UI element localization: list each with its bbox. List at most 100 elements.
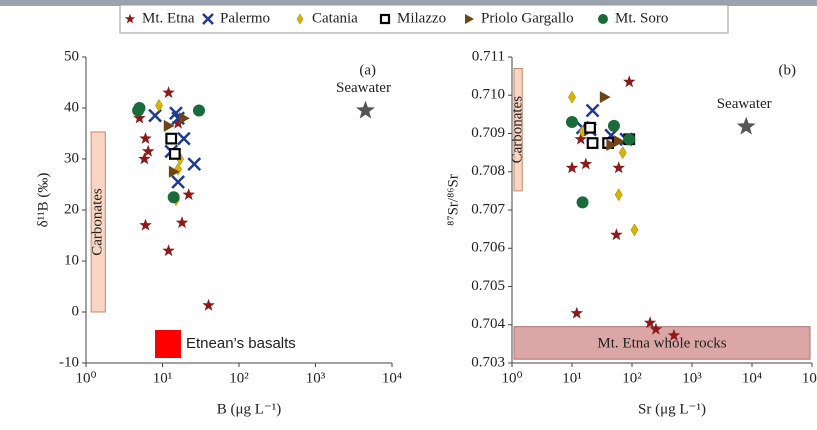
- star-marker: [649, 322, 663, 335]
- reference-label: Seawater: [717, 96, 772, 112]
- triangle-marker: [163, 119, 175, 132]
- circle-marker: [566, 116, 578, 129]
- range-label: Carbonates: [510, 96, 526, 164]
- legend-marker: [379, 13, 391, 25]
- range-box: [513, 67, 523, 192]
- x-axis-label: B (μg L⁻¹): [217, 401, 282, 417]
- x-marker: [187, 157, 202, 171]
- x-tick-label: 10²: [622, 370, 642, 386]
- legend-marker: [296, 13, 304, 25]
- overlay-swatch: [155, 330, 181, 358]
- circle-marker: [576, 196, 589, 209]
- top-strip: [0, 0, 817, 6]
- y-tick-label: 0: [72, 303, 80, 319]
- star-marker: [162, 244, 175, 257]
- y-tick-label: 20: [64, 201, 79, 217]
- range-label: Mt. Etna whole rocks: [597, 335, 726, 351]
- star-marker: [202, 298, 215, 311]
- circle-marker: [623, 133, 636, 146]
- star-marker: [579, 157, 593, 170]
- triangle-marker: [613, 135, 625, 148]
- y-axis-label: ⁸⁷Sr/⁸⁶Sr: [445, 174, 461, 226]
- x-marker: [171, 175, 185, 189]
- star-marker: [667, 328, 681, 341]
- y-tick-label: 30: [64, 150, 79, 166]
- legend-label: Catania: [312, 10, 358, 26]
- legend-marker: [465, 14, 474, 24]
- star-marker: [612, 161, 625, 174]
- triangle-marker: [599, 91, 611, 104]
- y-tick-label: 0.705: [471, 278, 505, 294]
- star-marker: [610, 228, 623, 241]
- x-tick-label: 10⁰: [501, 370, 522, 386]
- panel-label: (a): [359, 62, 376, 78]
- legend-label: Mt. Etna: [142, 10, 195, 26]
- overlay-label: Etnean’s basalts: [186, 335, 296, 352]
- x-marker: [585, 103, 600, 118]
- diamond-marker: [614, 188, 623, 202]
- y-tick-label: 0.707: [471, 201, 505, 217]
- range-label: Carbonates: [90, 188, 106, 256]
- star-marker: [570, 306, 583, 319]
- legend-marker: [598, 14, 608, 24]
- circle-marker: [167, 191, 180, 204]
- legend-marker: [124, 13, 136, 24]
- legend-box: [119, 4, 729, 34]
- diamond-marker: [618, 146, 627, 160]
- star-marker: [141, 144, 155, 157]
- y-tick-label: 0.708: [471, 163, 505, 179]
- y-tick-label: 0.711: [472, 48, 505, 64]
- y-tick-label: 40: [64, 99, 79, 115]
- star-marker: [139, 132, 152, 144]
- triangle-marker: [168, 165, 180, 178]
- y-tick-label: 0.709: [471, 125, 505, 141]
- legend-label: Priolo Gargallo: [481, 10, 574, 26]
- reference-marker: [356, 100, 375, 119]
- y-tick-label: 0.704: [471, 316, 505, 332]
- x-marker: [176, 131, 191, 146]
- y-tick-label: 0.703: [471, 354, 505, 370]
- y-tick-label: -10: [59, 354, 79, 370]
- x-tick-label: 10⁵: [802, 370, 817, 386]
- y-tick-label: 10: [64, 252, 79, 268]
- reference-label: Seawater: [336, 80, 391, 96]
- legend-label: Mt. Soro: [615, 10, 668, 26]
- x-tick-label: 10⁴: [742, 370, 762, 386]
- star-marker: [139, 218, 152, 231]
- y-tick-label: 0.710: [471, 87, 505, 103]
- square-marker: [586, 137, 599, 149]
- triangle-marker: [179, 112, 190, 125]
- diamond-marker: [630, 223, 639, 237]
- square-marker: [584, 121, 596, 134]
- diamond-marker: [568, 90, 576, 104]
- y-tick-label: 0.706: [471, 240, 505, 256]
- x-tick-label: 10³: [306, 370, 326, 386]
- star-marker: [175, 216, 189, 229]
- x-tick-label: 10⁰: [75, 370, 96, 386]
- range-box: [90, 131, 106, 313]
- square-marker: [165, 132, 178, 145]
- y-tick-label: 50: [64, 48, 79, 64]
- range-box: [513, 326, 811, 360]
- star-marker: [643, 316, 657, 329]
- reference-marker: [736, 116, 756, 135]
- legend-label: Milazzo: [397, 10, 446, 26]
- x-tick-label: 10⁴: [382, 370, 402, 386]
- star-marker: [171, 116, 185, 129]
- star-marker: [133, 111, 146, 124]
- panel-label: (b): [779, 62, 797, 78]
- x-tick-label: 10¹: [153, 370, 173, 386]
- star-marker: [623, 75, 636, 88]
- star-marker: [182, 188, 195, 200]
- star-marker: [162, 86, 175, 98]
- diamond-marker: [155, 98, 163, 112]
- y-axis-label: δ¹¹B (‰): [35, 173, 51, 228]
- x-axis-label: Sr (μg L⁻¹): [638, 401, 706, 417]
- x-tick-label: 10³: [682, 370, 702, 386]
- x-tick-label: 10¹: [562, 370, 582, 386]
- x-tick-label: 10²: [229, 370, 249, 386]
- star-marker: [574, 132, 587, 145]
- circle-marker: [132, 104, 145, 117]
